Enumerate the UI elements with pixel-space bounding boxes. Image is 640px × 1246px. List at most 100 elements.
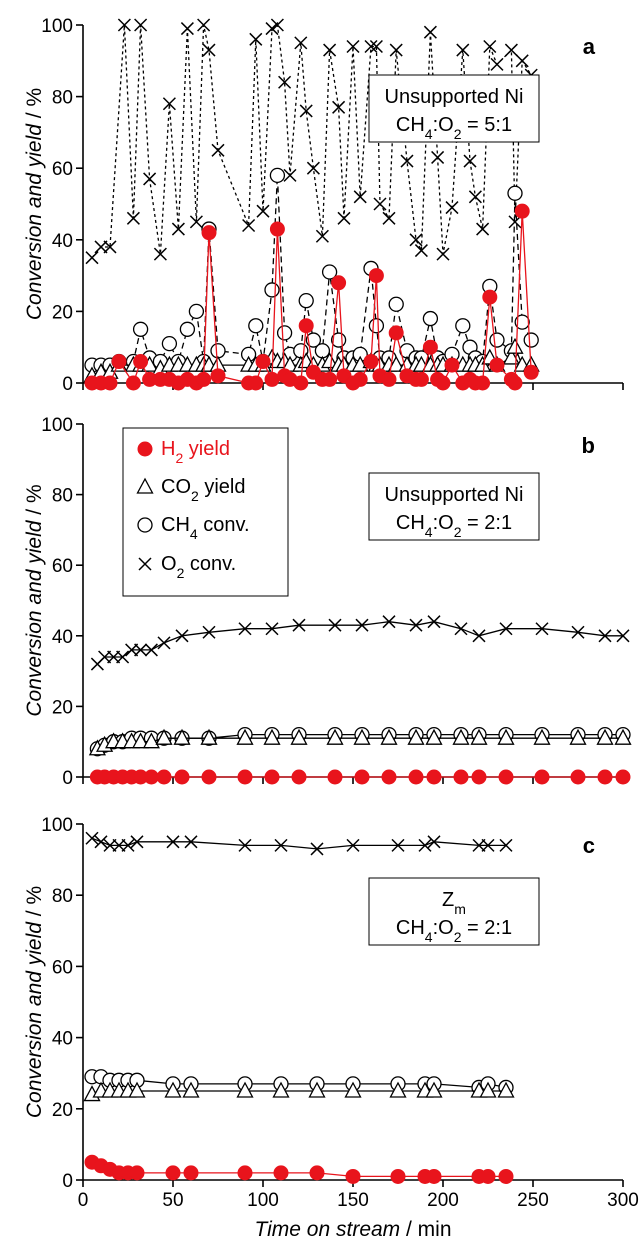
point-o2 bbox=[373, 197, 387, 211]
point-o2 bbox=[328, 618, 342, 632]
point-h2 bbox=[237, 769, 253, 785]
point-h2 bbox=[453, 769, 469, 785]
point-o2 bbox=[476, 222, 490, 236]
point-o2 bbox=[153, 247, 167, 261]
point-o2 bbox=[270, 18, 284, 32]
point-co2 bbox=[452, 728, 470, 745]
point-h2 bbox=[570, 769, 586, 785]
y-tick-label: 100 bbox=[41, 16, 73, 37]
point-h2 bbox=[422, 339, 438, 355]
point-o2 bbox=[418, 838, 432, 852]
point-o2 bbox=[369, 39, 383, 54]
point-ch4 bbox=[161, 335, 178, 352]
point-h2 bbox=[309, 1165, 325, 1181]
point-co2 bbox=[353, 728, 371, 745]
point-h2 bbox=[264, 769, 280, 785]
x-tick-label: 250 bbox=[517, 1190, 549, 1211]
point-o2 bbox=[598, 629, 612, 643]
point-h2 bbox=[201, 225, 217, 241]
point-o2 bbox=[184, 835, 198, 849]
y-tick-label: 40 bbox=[52, 1029, 73, 1050]
point-o2 bbox=[166, 835, 180, 849]
point-h2 bbox=[196, 371, 212, 387]
point-ch4 bbox=[298, 293, 314, 309]
x-axis-title: Time on stream / min bbox=[254, 1218, 451, 1241]
condition-line-1: Unsupported Ni bbox=[385, 484, 524, 506]
point-co2 bbox=[387, 355, 405, 372]
point-o2 bbox=[116, 650, 130, 664]
point-co2 bbox=[263, 728, 281, 745]
panel-letter: a bbox=[583, 34, 596, 59]
point-ch4 bbox=[132, 321, 149, 337]
point-h2 bbox=[237, 1165, 253, 1181]
point-h2 bbox=[273, 1165, 289, 1181]
x-tick-label: 50 bbox=[162, 1190, 183, 1211]
legend-label-o2: O2 conv. bbox=[161, 553, 236, 581]
point-o2 bbox=[299, 104, 313, 118]
point-o2 bbox=[423, 25, 437, 39]
point-h2 bbox=[381, 371, 397, 387]
series-o2 bbox=[90, 615, 630, 671]
series-line-ch4 bbox=[92, 1076, 507, 1089]
point-co2 bbox=[470, 728, 488, 745]
point-o2 bbox=[571, 625, 585, 639]
point-co2 bbox=[200, 728, 218, 745]
point-o2 bbox=[389, 43, 403, 57]
point-o2 bbox=[242, 218, 256, 233]
x-tick-label: 300 bbox=[607, 1190, 639, 1211]
point-o2 bbox=[346, 39, 360, 54]
point-o2 bbox=[409, 618, 423, 632]
y-tick-label: 40 bbox=[52, 231, 73, 252]
point-ch4 bbox=[321, 264, 338, 280]
point-o2 bbox=[117, 18, 131, 32]
point-h2 bbox=[498, 1168, 514, 1184]
point-o2 bbox=[211, 143, 225, 157]
panel-c: 0 20 40 60 80 100 0 50 100 150 200 250 300 Conversion… bbox=[23, 815, 639, 1211]
x-tick-label: 150 bbox=[337, 1190, 369, 1211]
series-co2 bbox=[88, 728, 632, 756]
point-co2 bbox=[142, 732, 160, 749]
y-axis-title: Conversion and yield / % bbox=[23, 88, 46, 320]
point-ch4 bbox=[314, 343, 331, 359]
point-o2 bbox=[238, 622, 252, 636]
point-co2 bbox=[132, 732, 150, 749]
point-h2 bbox=[507, 375, 523, 391]
panel-b: 0 20 40 60 80 100 Conversion and yield / % b Uns… bbox=[23, 415, 632, 789]
point-co2 bbox=[128, 1081, 146, 1098]
point-h2 bbox=[597, 769, 613, 785]
point-o2 bbox=[391, 838, 405, 852]
point-h2 bbox=[291, 769, 307, 785]
point-ch4 bbox=[489, 332, 505, 348]
point-o2 bbox=[202, 625, 216, 639]
point-o2 bbox=[274, 838, 288, 852]
point-co2 bbox=[506, 337, 524, 354]
point-h2 bbox=[165, 1165, 181, 1181]
point-co2 bbox=[479, 1081, 497, 1098]
condition-line-2: CH4:O2 = 2:1 bbox=[396, 917, 512, 945]
point-co2 bbox=[407, 728, 425, 745]
point-ch4 bbox=[422, 310, 439, 327]
legend-label-ch4: CH4 conv. bbox=[161, 514, 250, 542]
point-o2 bbox=[490, 57, 504, 71]
y-tick-label: 0 bbox=[62, 374, 73, 395]
point-h2 bbox=[102, 375, 118, 391]
point-h2 bbox=[327, 769, 343, 785]
point-h2 bbox=[331, 275, 347, 291]
legend-marker-h2 bbox=[137, 441, 153, 457]
condition-line-2: CH4:O2 = 2:1 bbox=[396, 512, 512, 540]
point-co2 bbox=[308, 1081, 326, 1098]
point-ch4 bbox=[305, 332, 322, 348]
series-line-o2 bbox=[91, 837, 506, 850]
point-h2 bbox=[471, 769, 487, 785]
point-h2 bbox=[514, 203, 530, 219]
point-co2 bbox=[344, 1081, 362, 1098]
point-h2 bbox=[482, 289, 498, 305]
point-o2 bbox=[499, 838, 513, 852]
point-o2 bbox=[249, 32, 263, 46]
point-o2 bbox=[103, 240, 117, 254]
point-o2 bbox=[515, 54, 529, 68]
point-co2 bbox=[614, 728, 632, 745]
point-o2 bbox=[130, 835, 144, 849]
point-co2 bbox=[326, 728, 344, 745]
